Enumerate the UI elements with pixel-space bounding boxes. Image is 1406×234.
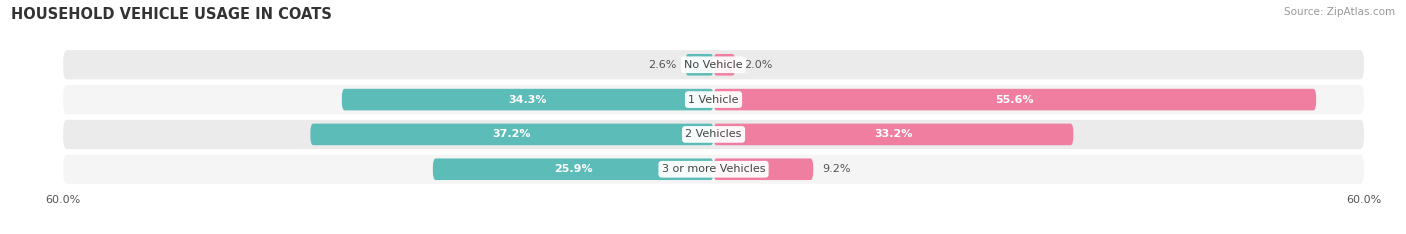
Text: 34.3%: 34.3% <box>509 95 547 105</box>
Text: 2.0%: 2.0% <box>744 60 772 70</box>
Text: 9.2%: 9.2% <box>823 164 851 174</box>
FancyBboxPatch shape <box>713 54 735 76</box>
FancyBboxPatch shape <box>63 120 1364 149</box>
Text: 3 or more Vehicles: 3 or more Vehicles <box>662 164 765 174</box>
Text: Source: ZipAtlas.com: Source: ZipAtlas.com <box>1284 7 1395 17</box>
FancyBboxPatch shape <box>713 89 1316 110</box>
FancyBboxPatch shape <box>342 89 713 110</box>
Text: No Vehicle: No Vehicle <box>685 60 742 70</box>
Text: 2.6%: 2.6% <box>648 60 676 70</box>
Text: 2 Vehicles: 2 Vehicles <box>685 129 742 139</box>
FancyBboxPatch shape <box>311 124 713 145</box>
Text: 37.2%: 37.2% <box>492 129 531 139</box>
FancyBboxPatch shape <box>63 155 1364 184</box>
Text: 33.2%: 33.2% <box>875 129 912 139</box>
FancyBboxPatch shape <box>433 158 713 180</box>
Text: 1 Vehicle: 1 Vehicle <box>689 95 738 105</box>
FancyBboxPatch shape <box>685 54 713 76</box>
FancyBboxPatch shape <box>713 124 1073 145</box>
Text: 25.9%: 25.9% <box>554 164 592 174</box>
FancyBboxPatch shape <box>713 158 813 180</box>
Text: 55.6%: 55.6% <box>995 95 1033 105</box>
FancyBboxPatch shape <box>63 50 1364 79</box>
Text: HOUSEHOLD VEHICLE USAGE IN COATS: HOUSEHOLD VEHICLE USAGE IN COATS <box>11 7 332 22</box>
FancyBboxPatch shape <box>63 85 1364 114</box>
